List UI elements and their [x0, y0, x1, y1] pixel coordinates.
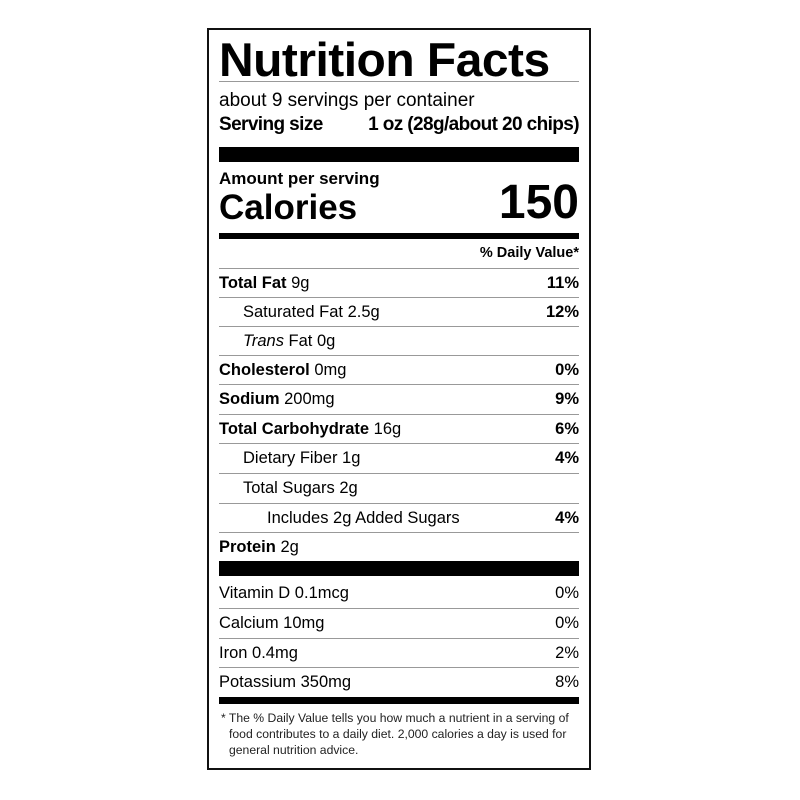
nutrient-amount: 9g	[291, 274, 310, 292]
nutrient-amount: Fat 0g	[288, 332, 336, 350]
nutrient-name: Trans	[243, 332, 284, 350]
vitamin-name: Iron 0.4mg	[219, 644, 298, 662]
nutrient-amount: 2.5g	[347, 303, 380, 321]
vitamin-row-vitamin-d: Vitamin D 0.1mcg 0%	[219, 579, 579, 608]
nutrient-amount: 2g	[339, 479, 358, 497]
label-title: Nutrition Facts	[219, 33, 550, 86]
nutrient-row-trans-fat: Trans Fat 0g	[219, 326, 579, 356]
amount-per-serving: Amount per serving	[219, 169, 380, 188]
vitamin-dv: 0%	[555, 584, 579, 602]
nutrient-amount: 0mg	[314, 361, 347, 379]
nutrient-dv: 0%	[555, 361, 579, 379]
nutrient-row-total-carbohydrate: Total Carbohydrate 16g 6%	[219, 414, 579, 444]
serving-size-label: Serving size	[219, 114, 323, 135]
nutrient-row-added-sugars: Includes 2g Added Sugars 4%	[219, 503, 579, 533]
vitamin-row-iron: Iron 0.4mg 2%	[219, 638, 579, 668]
nutrient-name: Protein	[219, 538, 276, 556]
nutrient-name: Includes 2g Added Sugars	[267, 509, 460, 527]
divider	[219, 81, 579, 82]
vitamin-name: Vitamin D 0.1mcg	[219, 584, 349, 602]
nutrient-name: Cholesterol	[219, 361, 310, 379]
medium-divider	[219, 233, 579, 239]
nutrient-row-sodium: Sodium 200mg 9%	[219, 384, 579, 414]
nutrient-name: Dietary Fiber	[243, 449, 338, 467]
nutrient-row-saturated-fat: Saturated Fat 2.5g 12%	[219, 297, 579, 327]
nutrient-row-protein: Protein 2g	[219, 532, 579, 562]
vitamin-dv: 0%	[555, 614, 579, 632]
nutrient-amount: 2g	[280, 538, 299, 556]
nutrient-amount: 1g	[342, 449, 361, 467]
nutrient-row-total-sugars: Total Sugars 2g	[219, 473, 579, 503]
vitamin-row-potassium: Potassium 350mg 8%	[219, 667, 579, 697]
nutrient-name: Total Fat	[219, 274, 287, 292]
nutrient-amount: 16g	[373, 420, 402, 438]
nutrient-dv: 9%	[555, 390, 579, 408]
serving-size-value: 1 oz (28g/about 20 chips)	[368, 114, 580, 135]
vitamin-name: Calcium 10mg	[219, 614, 325, 632]
nutrient-dv: 4%	[555, 509, 579, 527]
nutrient-dv: 4%	[555, 449, 579, 467]
servings-per-container: about 9 servings per container	[219, 90, 475, 111]
nutrient-name: Sodium	[219, 390, 280, 408]
vitamin-dv: 8%	[555, 673, 579, 691]
vitamin-name: Potassium 350mg	[219, 673, 352, 691]
nutrition-facts-label: Nutrition Facts about 9 servings per con…	[207, 28, 591, 770]
nutrient-row-dietary-fiber: Dietary Fiber 1g 4%	[219, 443, 579, 473]
calories-label: Calories	[219, 188, 358, 227]
nutrient-name: Saturated Fat	[243, 303, 343, 321]
vitamin-row-calcium: Calcium 10mg 0%	[219, 608, 579, 638]
nutrient-dv: 12%	[545, 303, 579, 321]
vitamin-dv: 2%	[555, 644, 579, 662]
nutrient-row-cholesterol: Cholesterol 0mg 0%	[219, 355, 579, 385]
nutrient-row-total-fat: Total Fat 9g 11%	[219, 268, 579, 298]
nutrient-name: Total Carbohydrate	[219, 420, 370, 438]
thick-divider	[219, 561, 579, 576]
nutrient-amount: 200mg	[284, 390, 335, 408]
daily-value-header: % Daily Value*	[479, 245, 579, 261]
nutrient-dv: 11%	[546, 274, 579, 292]
medium-divider	[219, 697, 579, 704]
nutrient-dv: 6%	[555, 420, 579, 438]
serving-size: Serving size 1 oz (28g/about 20 chips)	[219, 114, 580, 136]
thick-divider	[219, 147, 579, 162]
footnote: * The % Daily Value tells you how much a…	[221, 711, 569, 757]
nutrient-name: Total Sugars	[243, 479, 335, 497]
calories-value: 150	[498, 176, 579, 229]
